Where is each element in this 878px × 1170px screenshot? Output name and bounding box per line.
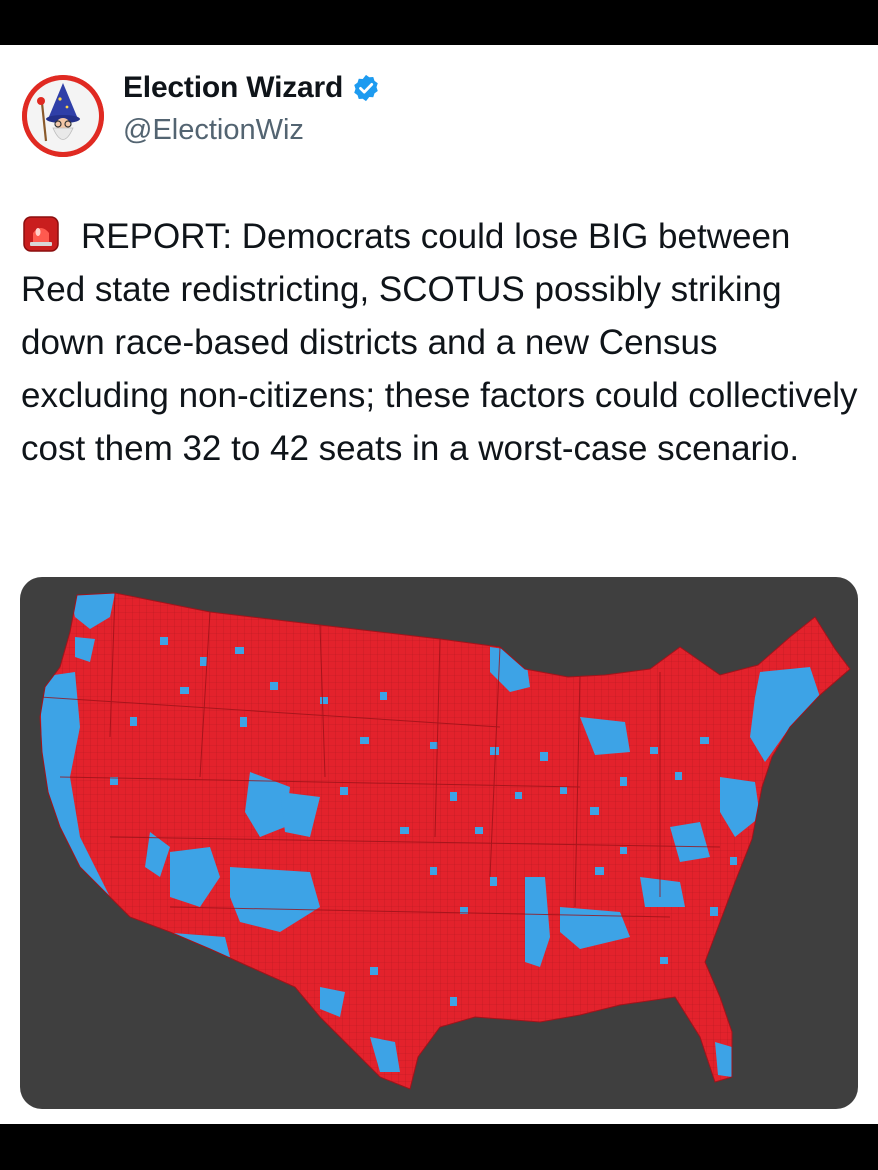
tweet-text: REPORT: Democrats could lose BIG between… (21, 210, 861, 475)
tweet-header: Election Wizard @ElectionWiz (22, 71, 842, 157)
tweet-media-map[interactable] (20, 577, 858, 1109)
top-black-bar (0, 0, 878, 45)
author-handle[interactable]: @ElectionWiz (123, 114, 304, 146)
author-display-name[interactable]: Election Wizard (123, 71, 344, 104)
siren-icon (21, 214, 61, 254)
bottom-black-bar (0, 1124, 878, 1170)
wizard-gnome-avatar-icon (22, 75, 104, 157)
verified-badge-icon (354, 74, 378, 102)
author-avatar[interactable] (22, 75, 104, 157)
us-county-election-map (39, 592, 851, 1090)
tweet-text-body: REPORT: Democrats could lose BIG between… (21, 217, 858, 468)
